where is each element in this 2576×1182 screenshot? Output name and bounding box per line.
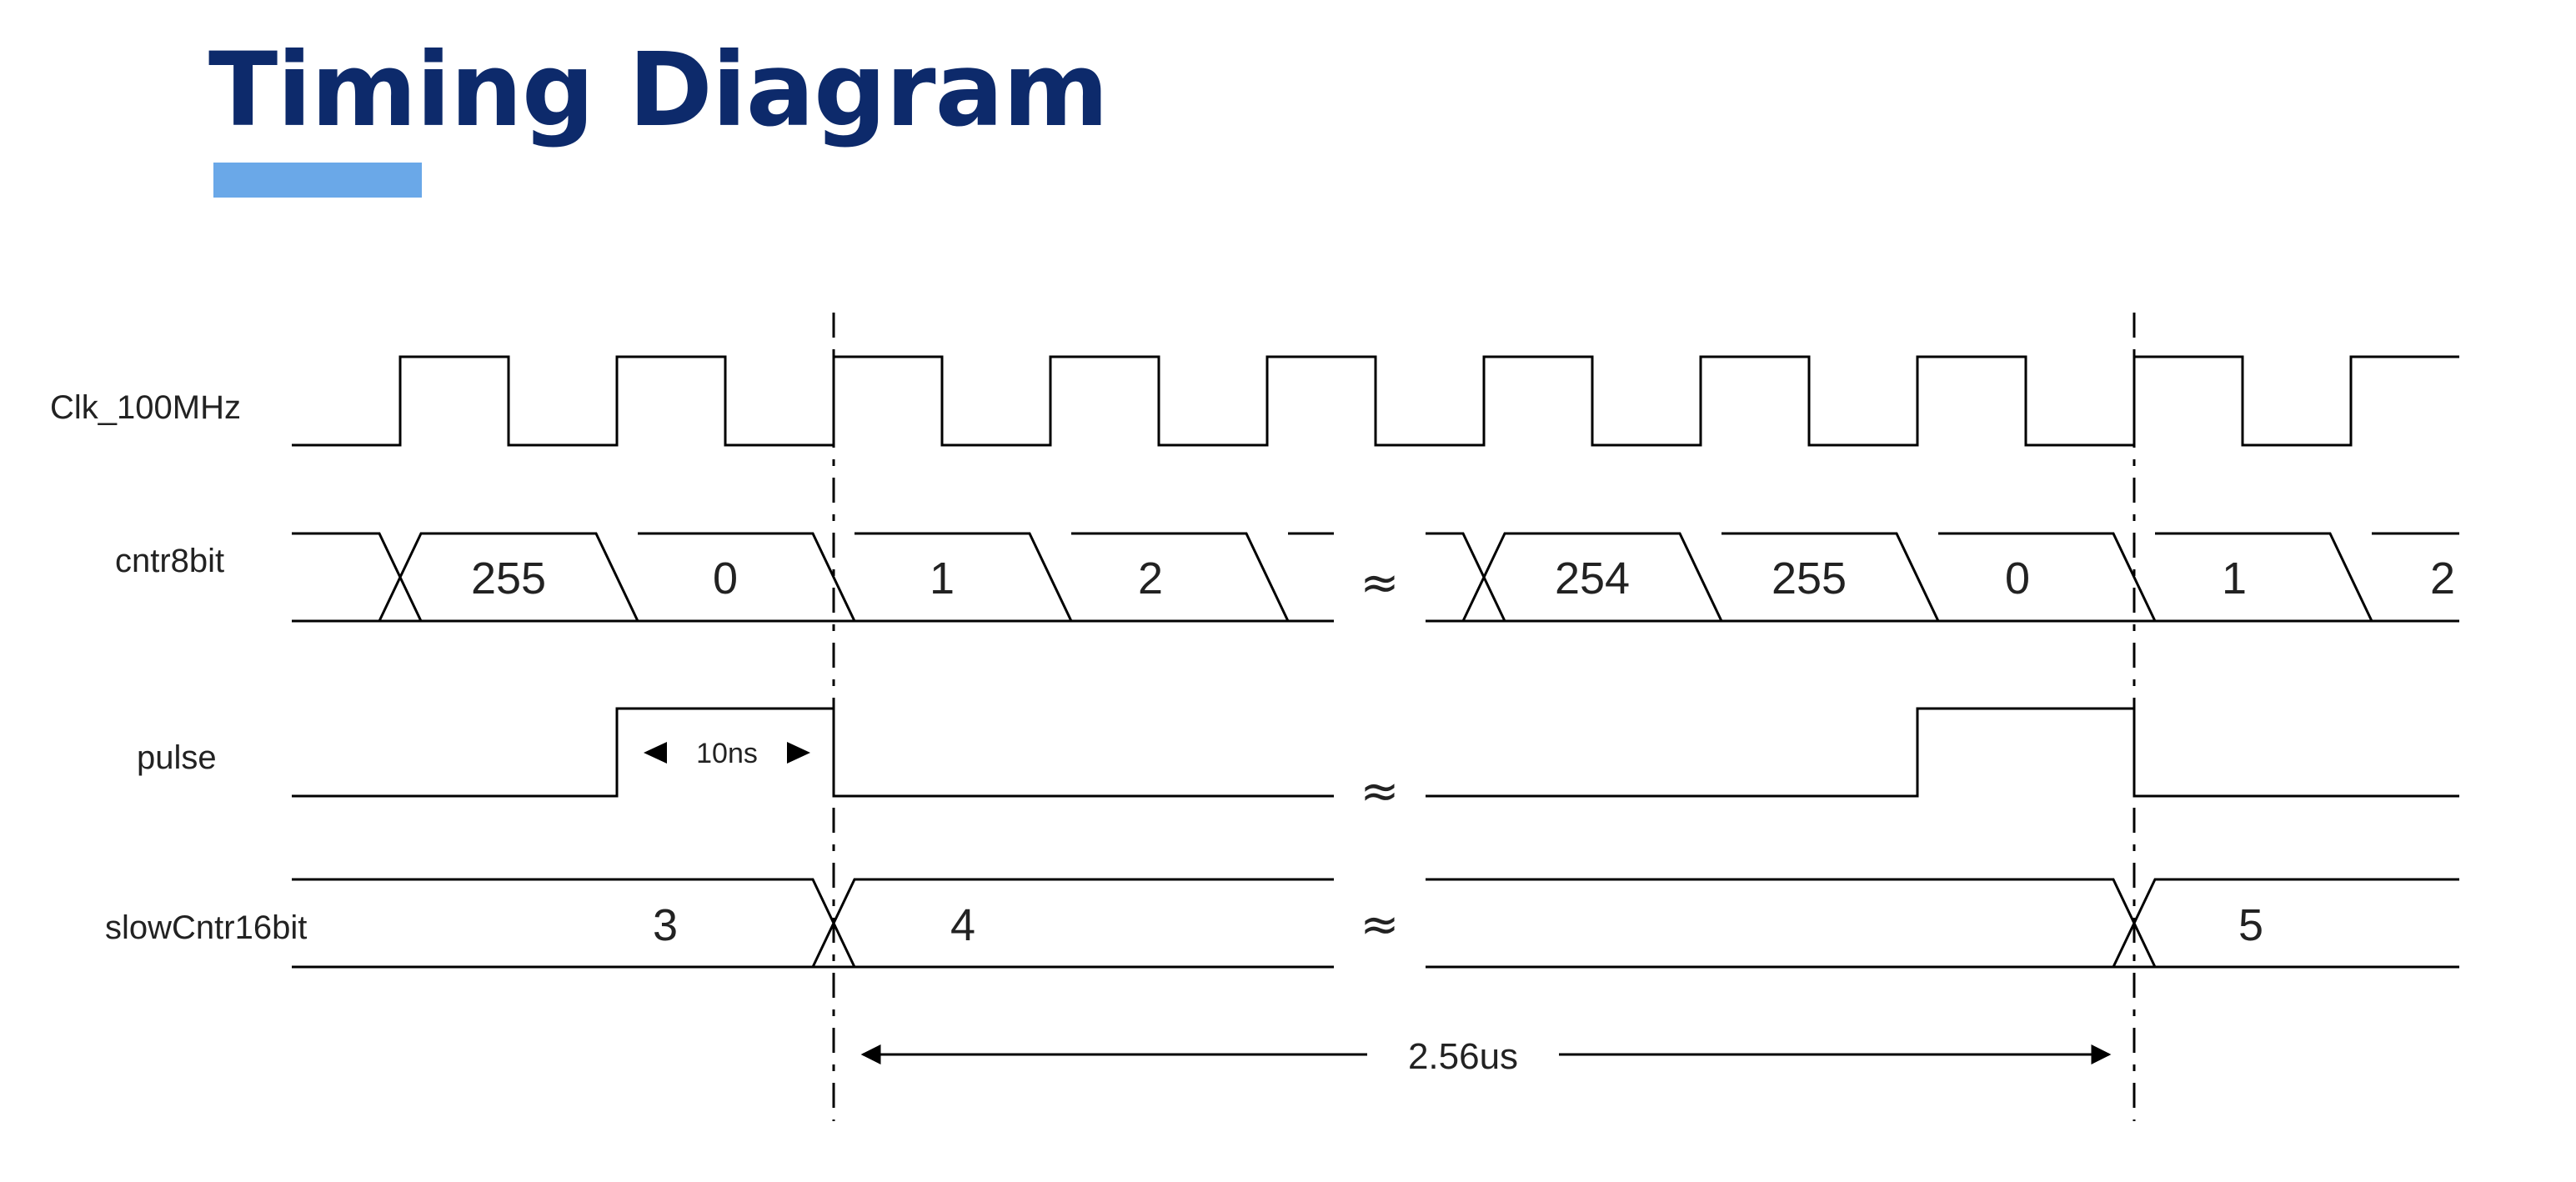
cntr8bit-value: 1 [930,553,955,604]
pulse-width-label: 10ns [696,738,758,769]
pulse-waveform-left [292,707,1334,798]
page-title: Timing Diagram [208,31,1109,149]
break-symbol-icon: ≈ [1361,556,1400,610]
cntr8bit-value: 255 [471,553,546,604]
slowcntr16bit-value: 3 [653,900,678,950]
slowcntr16bit-value: 4 [950,900,975,950]
pulse-width-arrow-right-icon [787,742,810,764]
cntr8bit-value: 2 [2430,553,2455,604]
cntr8bit-value: 0 [2005,553,2030,604]
cntr8bit-value: 1 [2222,553,2247,604]
signal-label-pulse: pulse [137,739,217,776]
cntr8bit-bus-left [292,532,1334,623]
break-symbol-icon: ≈ [1361,764,1400,819]
slowcntr16bit-value: 5 [2238,900,2263,950]
cntr8bit-value: 0 [713,553,738,604]
slowcntr16bit-bus-right [1426,878,2459,969]
signal-label-clk: Clk_100MHz [50,389,241,426]
signal-label-slowcntr16bit: slowCntr16bit [105,909,307,946]
slowcntr16bit-bus-left [292,878,1334,969]
clk-fade [2459,350,2476,450]
pulse-waveform-right [1426,707,2459,798]
signal-label-cntr8bit: cntr8bit [115,543,224,579]
cntr8bit-value: 254 [1555,553,1630,604]
break-symbol-icon: ≈ [1361,898,1400,952]
period-label: 2.56us [1408,1036,1518,1077]
cntr8bit-bus-right [1426,532,2459,623]
cntr8bit-value: 2 [1138,553,1163,604]
pulse-width-arrow-left-icon [644,742,667,764]
cntr8bit-value: 255 [1772,553,1847,604]
clk-waveform [292,355,2459,447]
title-accent-bar [213,163,422,198]
